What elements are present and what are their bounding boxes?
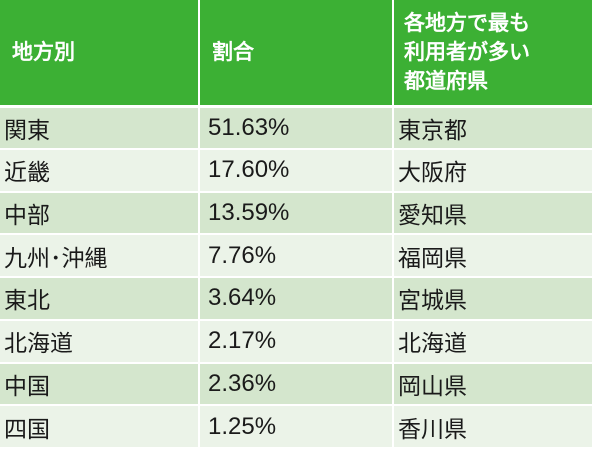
cell-share: 13.59% (199, 191, 394, 236)
cell-prefecture: 岡山県 (393, 362, 592, 407)
cell-region: 近畿 (0, 148, 200, 193)
cell-share: 3.64% (199, 277, 394, 321)
cell-region: 中部 (0, 191, 200, 236)
header-top-prefecture-line-1: 各地方で最も (404, 10, 530, 35)
cell-share: 2.17% (199, 319, 394, 364)
cell-prefecture: 大阪府 (393, 148, 592, 193)
table-row: 北海道 2.17% 北海道 (0, 319, 592, 364)
header-share: 割合 (199, 0, 394, 108)
cell-prefecture: 福岡県 (393, 234, 592, 278)
cell-share: 2.36% (199, 362, 394, 407)
header-top-prefecture: 各地方で最も 利用者が多い 都道府県 (393, 0, 592, 108)
cell-region: 関東 (0, 106, 200, 150)
cell-prefecture: 香川県 (393, 405, 592, 449)
cell-region: 四国 (0, 405, 200, 449)
table-row: 四国 1.25% 香川県 (0, 405, 592, 449)
table-body: 関東 51.63% 東京都 近畿 17.60% 大阪府 中部 13.59% 愛知… (0, 106, 592, 449)
cell-region: 九州･沖縄 (0, 234, 200, 278)
cell-region: 北海道 (0, 319, 200, 364)
cell-share: 51.63% (199, 106, 394, 150)
header-region: 地方別 (0, 0, 200, 108)
header-top-prefecture-line-3: 都道府県 (404, 68, 488, 93)
table-row: 東北 3.64% 宮城県 (0, 277, 592, 321)
cell-prefecture: 愛知県 (393, 191, 592, 236)
header-row: 地方別 割合 各地方で最も 利用者が多い 都道府県 (0, 0, 592, 108)
cell-prefecture: 宮城県 (393, 277, 592, 321)
table-row: 関東 51.63% 東京都 (0, 106, 592, 150)
table-header: 地方別 割合 各地方で最も 利用者が多い 都道府県 (0, 0, 592, 108)
cell-share: 17.60% (199, 148, 394, 193)
cell-prefecture: 東京都 (393, 106, 592, 150)
table-row: 中国 2.36% 岡山県 (0, 362, 592, 407)
cell-prefecture: 北海道 (393, 319, 592, 364)
table-row: 九州･沖縄 7.76% 福岡県 (0, 234, 592, 278)
table-row: 近畿 17.60% 大阪府 (0, 148, 592, 193)
header-top-prefecture-line-2: 利用者が多い (404, 39, 530, 64)
table-row: 中部 13.59% 愛知県 (0, 191, 592, 236)
cell-share: 7.76% (199, 234, 394, 278)
cell-region: 中国 (0, 362, 200, 407)
cell-share: 1.25% (199, 405, 394, 449)
cell-region: 東北 (0, 277, 200, 321)
